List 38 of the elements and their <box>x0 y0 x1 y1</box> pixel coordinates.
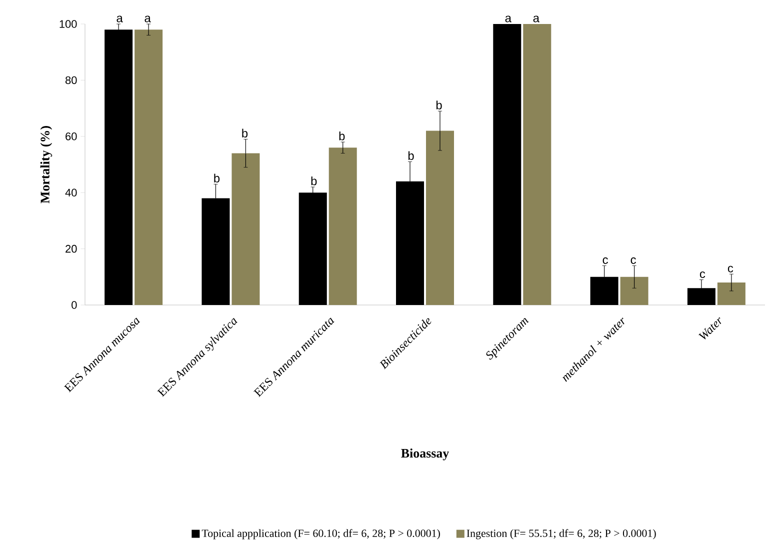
bar <box>396 181 424 305</box>
y-tick-label: 40 <box>65 188 77 196</box>
bar <box>493 24 522 305</box>
bar <box>620 276 648 305</box>
annotation: b <box>408 151 414 160</box>
bar <box>523 24 552 305</box>
bar <box>134 30 163 305</box>
annotation: b <box>311 176 317 186</box>
annotation: a <box>116 16 123 22</box>
bar <box>202 198 230 305</box>
annotation: a <box>505 16 512 22</box>
annotation: a <box>533 16 540 22</box>
annotation: b <box>242 128 248 138</box>
y-tick-label: 60 <box>66 132 77 140</box>
legend-label: Topical appplication (F= 60.10; df= 6, 28; P > 0.0001) <box>202 529 440 540</box>
y-tick-label: 100 <box>60 20 77 28</box>
y-axis-title: Mortality (%) <box>40 126 52 204</box>
legend-label: Ingestion (F= 55.51; df= 6, 28; P > 0.0001) <box>466 529 656 540</box>
y-tick-label: 0 <box>72 301 77 309</box>
annotation: c <box>630 257 636 264</box>
bar <box>426 130 454 305</box>
y-tick-label: 80 <box>66 76 77 84</box>
bar <box>328 148 357 305</box>
annotation: b <box>436 100 442 110</box>
bar <box>104 30 133 305</box>
annotation: c <box>700 271 706 278</box>
annotation: b <box>339 132 345 140</box>
bar <box>232 153 260 305</box>
bar <box>590 276 618 305</box>
annotation: b <box>214 174 220 182</box>
y-tick-label: 20 <box>66 244 77 253</box>
annotation: a <box>144 16 151 22</box>
x-axis-title: Bioassay <box>401 448 449 460</box>
bar <box>298 192 327 305</box>
bar <box>687 288 716 305</box>
annotation: c <box>602 257 608 264</box>
bar <box>717 282 746 305</box>
annotation: c <box>728 266 734 272</box>
